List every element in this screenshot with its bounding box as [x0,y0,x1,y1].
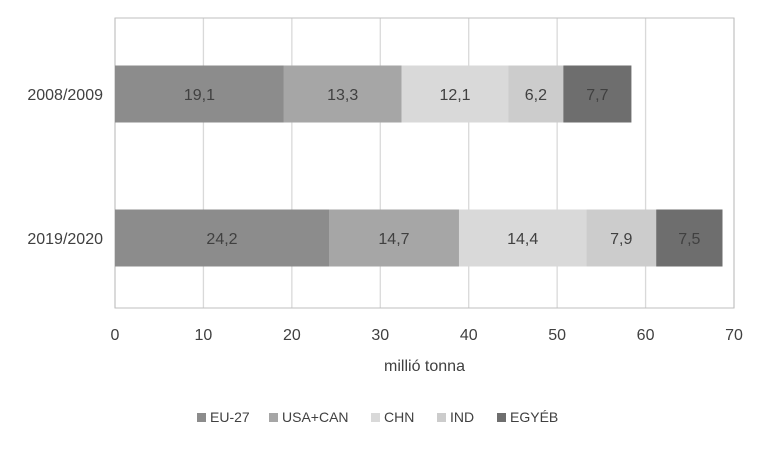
bar-segment [656,209,723,267]
bar-segment [115,65,284,123]
data-label: 7,5 [678,231,700,248]
bar-segment [458,209,587,267]
plot-border [114,17,735,309]
legend-swatch [371,413,380,422]
data-label: 14,4 [507,231,538,248]
legend-label: IND [450,409,474,425]
bar-segment [328,209,459,267]
data-label: 13,3 [327,87,358,104]
legend-label: EGYÉB [510,409,558,425]
x-tick-label: 40 [460,327,478,344]
x-tick-label: 0 [111,327,120,344]
x-axis-title: millió tonna [384,358,465,375]
bar-segment [508,65,564,123]
bar-segment [283,65,402,123]
category-label: 2019/2020 [27,231,103,248]
x-tick-label: 50 [548,327,566,344]
data-label: 19,1 [184,87,215,104]
category-label: 2008/2009 [27,87,103,104]
bar-segment [115,209,329,267]
bar-segment [586,209,657,267]
bar-segment [563,65,632,123]
x-tick-label: 60 [637,327,655,344]
legend-label: EU-27 [210,409,250,425]
data-label: 12,1 [439,87,470,104]
data-label: 7,9 [610,231,632,248]
data-label: 6,2 [525,87,547,104]
legend-label: USA+CAN [282,409,349,425]
x-tick-label: 30 [371,327,389,344]
legend-swatch [197,413,206,422]
legend-swatch [269,413,278,422]
data-label: 7,7 [586,87,608,104]
x-tick-label: 70 [725,327,743,344]
legend-swatch [437,413,446,422]
data-label: 24,2 [206,231,237,248]
x-tick-label: 20 [283,327,301,344]
data-label: 14,7 [378,231,409,248]
legend-swatch [497,413,506,422]
bar-segment [401,65,509,123]
legend-label: CHN [384,409,414,425]
x-tick-label: 10 [195,327,213,344]
